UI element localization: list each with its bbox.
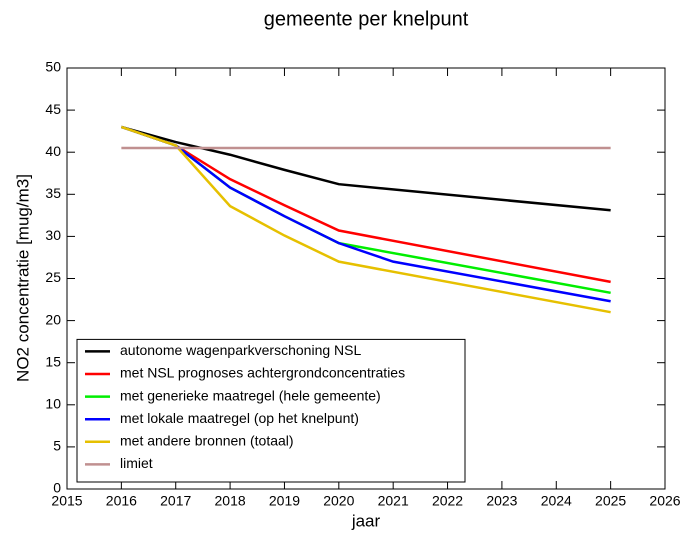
series-line: [120, 125, 611, 303]
y-tick-label: 40: [45, 143, 61, 159]
y-tick-label: 5: [53, 438, 61, 454]
y-tick-label: 50: [45, 59, 61, 75]
x-tick-label: 2019: [269, 493, 300, 509]
series-line: [121, 125, 611, 212]
y-tick-label: 30: [45, 227, 61, 243]
y-tick-label: 35: [45, 185, 61, 201]
y-axis-label: NO2 concentratie [mug/m3]: [13, 174, 32, 382]
x-tick-label: 2017: [160, 493, 191, 509]
x-tick-label: 2016: [106, 493, 137, 509]
y-tick-label: 45: [45, 101, 61, 117]
series-line: [120, 125, 611, 314]
legend-label: met andere bronnen (totaal): [120, 433, 294, 449]
x-tick-label: 2020: [323, 493, 354, 509]
legend-box: [76, 338, 466, 483]
y-tick-label: 15: [45, 353, 61, 369]
legend-label: met lokale maatregel (op het knelpunt): [120, 410, 359, 426]
x-tick-label: 2018: [215, 493, 246, 509]
x-tick-label: 2022: [432, 493, 463, 509]
y-tick-label: 10: [45, 396, 61, 412]
x-axis-label: jaar: [351, 511, 381, 530]
y-tick-label: 25: [45, 269, 61, 285]
plot-frame: [66, 67, 666, 490]
y-tick-label: 0: [53, 480, 61, 496]
x-tick-label: 2025: [595, 493, 626, 509]
chart-title: gemeente per knelpunt: [264, 8, 469, 30]
x-tick-label: 2015: [51, 493, 82, 509]
legend-label: autonome wagenparkverschoning NSL: [120, 342, 361, 358]
y-tick-label: 20: [45, 311, 61, 327]
x-tick-label: 2021: [378, 493, 409, 509]
x-tick-label: 2026: [649, 493, 680, 509]
x-tick-label: 2024: [541, 493, 572, 509]
x-tick-label: 2023: [486, 493, 517, 509]
legend-label: met generieke maatregel (hele gemeente): [120, 387, 381, 403]
legend-label: limiet: [120, 455, 153, 471]
legend-label: met NSL prognoses achtergrondconcentrati…: [120, 365, 405, 381]
